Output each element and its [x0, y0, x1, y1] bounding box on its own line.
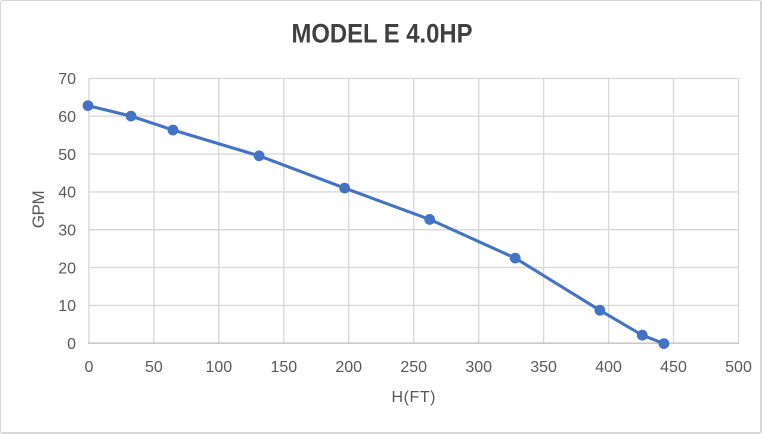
svg-text:70: 70 — [58, 71, 76, 88]
svg-text:20: 20 — [58, 260, 76, 277]
svg-text:60: 60 — [58, 109, 76, 126]
svg-text:100: 100 — [205, 359, 232, 376]
svg-text:350: 350 — [530, 359, 557, 376]
svg-text:GPM: GPM — [29, 190, 48, 228]
svg-text:250: 250 — [400, 359, 427, 376]
svg-text:30: 30 — [58, 223, 76, 240]
svg-text:10: 10 — [58, 298, 76, 315]
svg-text:150: 150 — [270, 359, 297, 376]
svg-text:MODEL E 4.0HP: MODEL E 4.0HP — [292, 19, 473, 49]
svg-text:200: 200 — [335, 359, 362, 376]
svg-text:0: 0 — [84, 359, 93, 376]
svg-text:40: 40 — [58, 185, 76, 202]
svg-text:50: 50 — [145, 359, 163, 376]
svg-text:0: 0 — [67, 336, 76, 353]
svg-text:H(FT): H(FT) — [392, 389, 436, 406]
svg-text:450: 450 — [660, 359, 687, 376]
svg-text:400: 400 — [595, 359, 622, 376]
svg-text:50: 50 — [58, 147, 76, 164]
svg-text:300: 300 — [465, 359, 492, 376]
svg-text:500: 500 — [725, 359, 752, 376]
